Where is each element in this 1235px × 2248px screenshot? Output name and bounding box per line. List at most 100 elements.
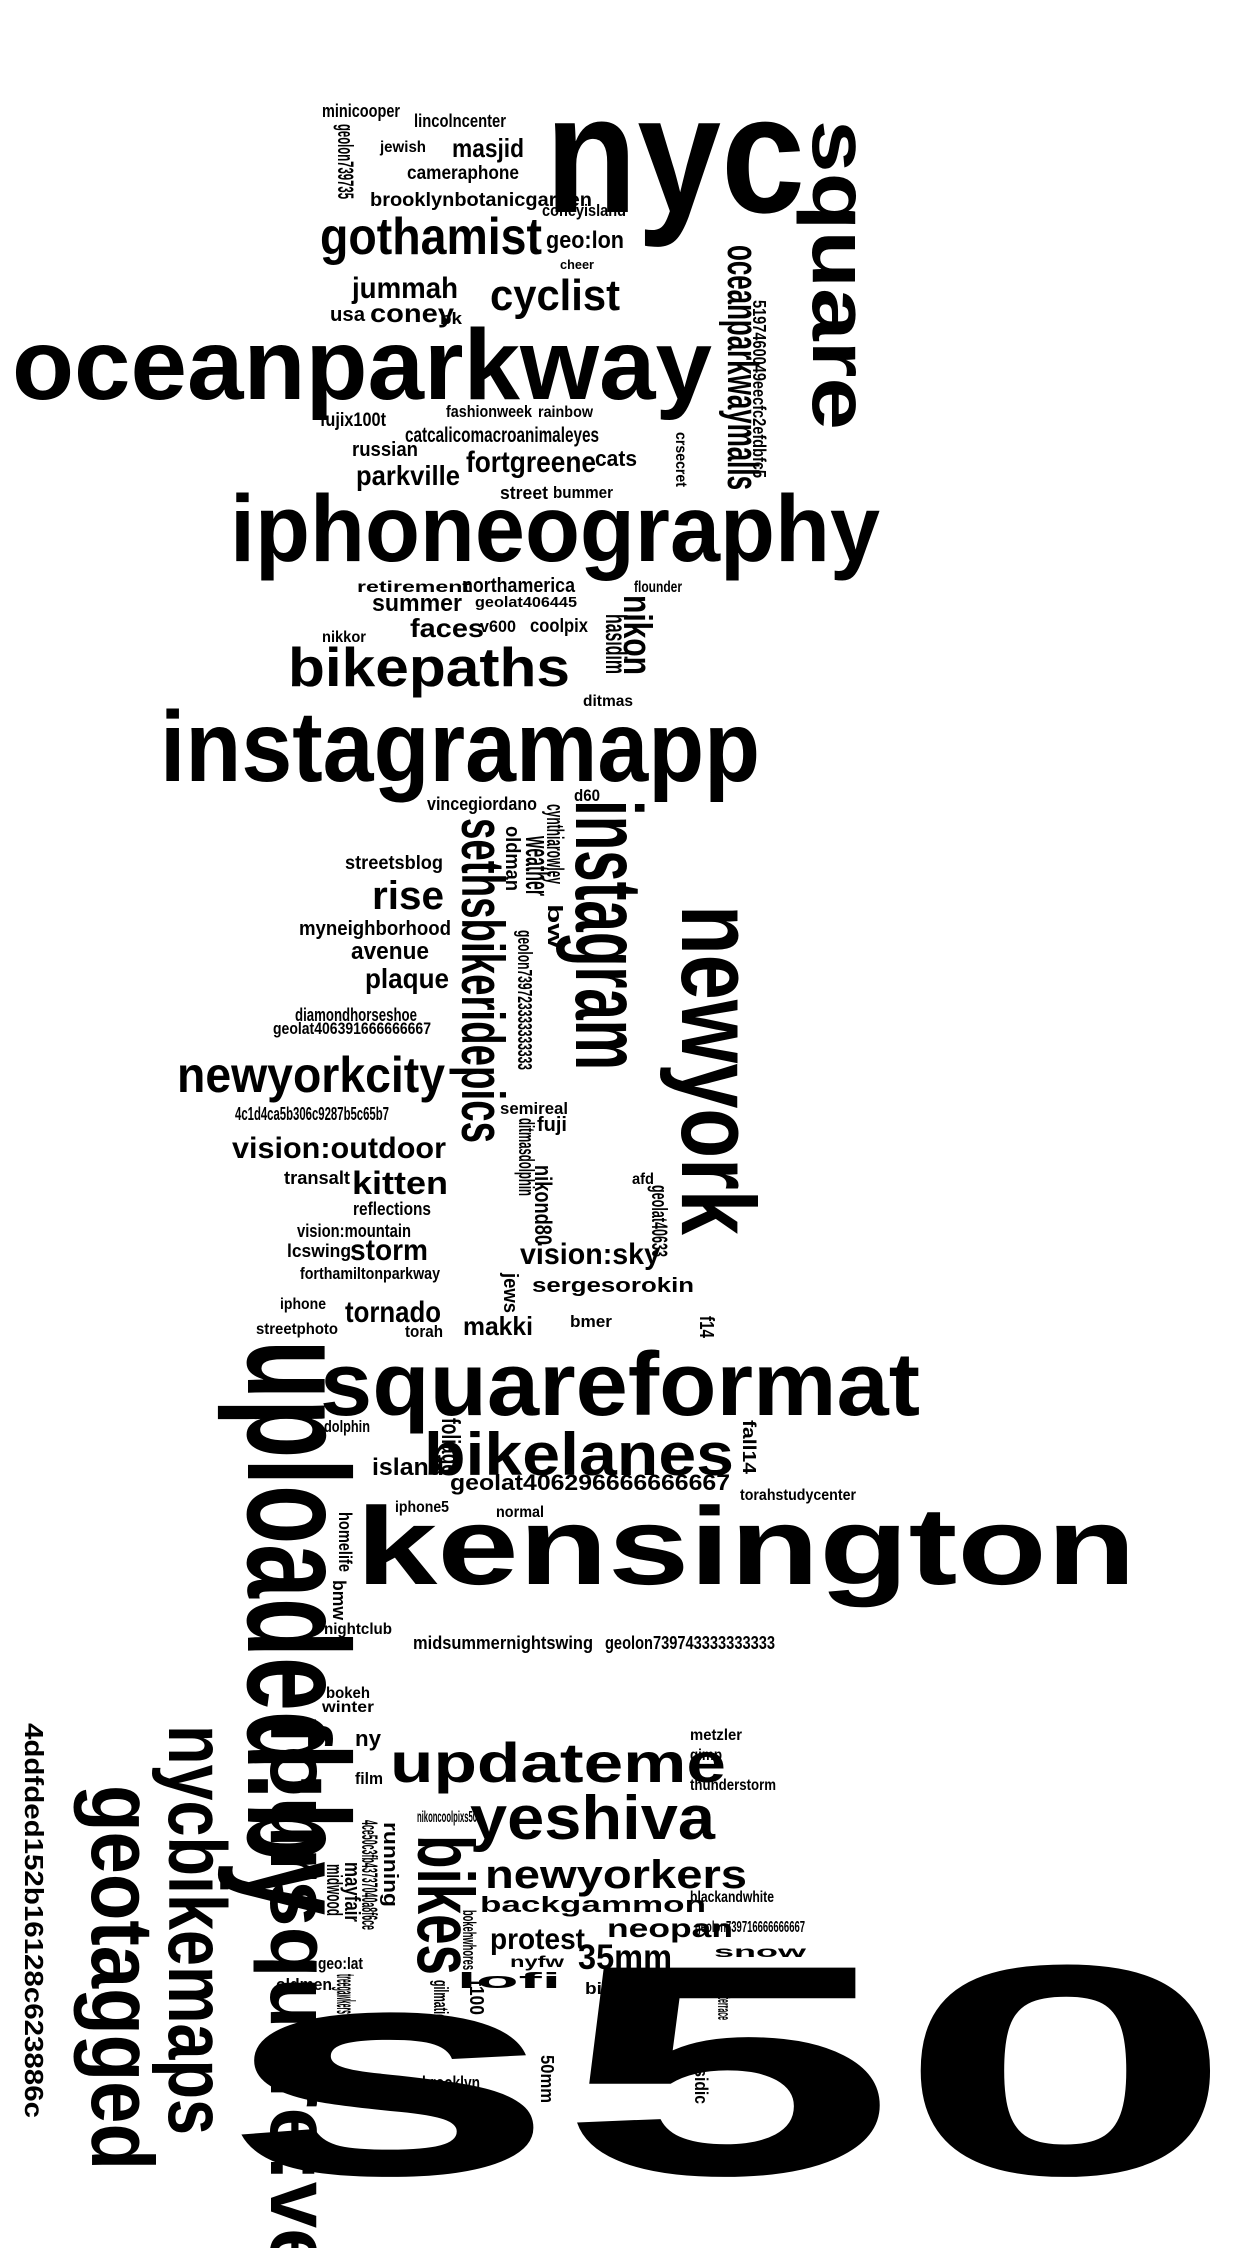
- word-nyfw: nyfw: [510, 1954, 564, 1971]
- word-dolphin: dolphin: [324, 1417, 370, 1436]
- word-minicooper: minicooper: [322, 101, 400, 121]
- word-nyc: nyc: [545, 60, 805, 248]
- word-oldmen: oldmen: [276, 1975, 332, 1994]
- word-iphoneography: iphoneography: [230, 476, 880, 582]
- word-squareformat: squareformat: [320, 1335, 920, 1435]
- word-thunderstorm: thunderstorm: [690, 1777, 776, 1794]
- word-cats: cats: [595, 446, 637, 471]
- word-coolpix: coolpix: [530, 616, 588, 637]
- word-d60: d60: [574, 786, 600, 805]
- word-v600: v600: [480, 617, 516, 636]
- word-midsummernightswing: midsummernightswing: [413, 1633, 593, 1653]
- word-weather: weather: [518, 836, 556, 896]
- word-makki: makki: [463, 1311, 533, 1341]
- word-s50: s50: [220, 1902, 1235, 2238]
- word-ny: ny: [355, 1726, 381, 1751]
- word-hasidic: hasidic: [691, 2050, 711, 2104]
- word-nikkor: nikkor: [322, 629, 366, 646]
- word-film: film: [355, 1769, 383, 1788]
- word-snow: snow: [714, 1944, 806, 1961]
- word-fortgreene: fortgreene: [466, 446, 596, 479]
- word-russian: russian: [352, 439, 418, 461]
- word-plaque: plaque: [365, 963, 449, 994]
- word-running: running: [379, 1822, 401, 1907]
- word-bw: bw: [543, 904, 565, 948]
- word-fuji: fuji: [537, 1114, 567, 1136]
- word-rainbow: rainbow: [538, 404, 593, 421]
- word-winter: winter: [322, 1699, 374, 1716]
- word-afd: afd: [632, 1171, 654, 1188]
- word-protest: protest: [490, 1923, 585, 1956]
- word-fall14: fall14: [739, 1420, 759, 1474]
- word-geolat406391666666667: geolat406391666666667: [273, 1019, 431, 1038]
- word-masjid: masjid: [452, 133, 524, 163]
- word-myneighborhood: myneighborhood: [299, 918, 451, 940]
- word-bk: bk: [440, 309, 462, 328]
- word-vision-outdoor: vision:outdoor: [232, 1132, 446, 1165]
- word-vincegiordano: vincegiordano: [427, 794, 537, 814]
- word-geolon739743333333333: geolon739743333333333: [605, 1633, 775, 1653]
- word-northamerica: northamerica: [462, 575, 575, 597]
- word-catcalicomacroanimaleyes: catcalicomacroanimaleyes: [405, 424, 599, 447]
- word-bmw: bmw: [329, 1580, 349, 1620]
- word-newyork: newyork: [659, 905, 776, 1235]
- word-fashionweek: fashionweek: [446, 402, 532, 421]
- word-epson: epson: [436, 2095, 466, 2112]
- word-cyclist: cyclist: [490, 271, 620, 320]
- word-normal: normal: [496, 1504, 544, 1521]
- word-nightclub: nightclub: [324, 1621, 392, 1638]
- word-bummer: bummer: [553, 483, 613, 502]
- word-iphone5: iphone5: [395, 1499, 449, 1516]
- word-jummah: jummah: [352, 272, 458, 305]
- word-coneyisland: coneyisland: [542, 201, 626, 220]
- word-kensington: kensington: [356, 1485, 1136, 1608]
- word-homelife: homelife: [335, 1512, 355, 1572]
- word-updateme: updateme: [390, 1731, 726, 1794]
- word-nikond80: nikond80: [529, 1165, 556, 1245]
- word-faces: faces: [410, 613, 484, 643]
- word-rise: rise: [372, 874, 444, 918]
- word-neopan: neopan: [607, 1913, 733, 1943]
- word-avenue: avenue: [351, 938, 429, 965]
- word-bikepaths: bikepaths: [288, 636, 570, 698]
- word-bikelanes: bikelanes: [424, 1421, 734, 1488]
- word-summer: summer: [372, 590, 462, 617]
- word-geolon739735: geolon739735: [333, 124, 358, 199]
- word-torahstudycenter: torahstudycenter: [740, 1487, 856, 1504]
- word-cheer: cheer: [560, 257, 594, 272]
- word-instagramapp: instagramapp: [160, 691, 760, 803]
- word-instagram: instagram: [555, 800, 661, 1070]
- word-tornado: tornado: [345, 1296, 441, 1329]
- word-newyorkers: newyorkers: [485, 1853, 747, 1897]
- word-reflections: reflections: [353, 1199, 431, 1219]
- word-hasidim: hasidim: [599, 614, 632, 674]
- word-metzler: metzler: [690, 1727, 742, 1744]
- word-geo-lat: geo:lat: [318, 1954, 363, 1973]
- word-forthamiltonparkway: forthamiltonparkway: [300, 1264, 440, 1283]
- word-street: street: [500, 483, 548, 503]
- word-gothamist: gothamist: [320, 208, 542, 266]
- word-ditmas: ditmas: [583, 693, 633, 710]
- word-brooklynbotanicgarden: brooklynbotanicgarden: [370, 190, 592, 211]
- word-coney: coney: [370, 298, 454, 328]
- word-gimp: gimp: [690, 1747, 722, 1764]
- word-geolat406296666666667: geolat406296666666667: [450, 1470, 730, 1495]
- word-island: island: [372, 1454, 444, 1481]
- word-kitten: kitten: [352, 1165, 448, 1201]
- word-5197460049eecfc2efdbfc5: 5197460049eecfc2efdbfc5: [749, 300, 769, 478]
- word-flounder: flounder: [634, 579, 682, 596]
- word-cameraphone: cameraphone: [407, 163, 519, 184]
- word-square: square: [796, 120, 885, 430]
- word-vision-mountain: vision:mountain: [297, 1221, 411, 1241]
- word-torah: torah: [405, 1322, 443, 1341]
- word-geolon739716666666667: geolon739716666666667: [695, 1919, 805, 1936]
- word-50mm: 50mm: [537, 2055, 557, 2103]
- word-vision-sky: vision:sky: [520, 1238, 660, 1271]
- word-yeshiva: yeshiva: [470, 1784, 715, 1853]
- word-geotagged: geotagged: [73, 1785, 172, 2170]
- word-4ddfded152b16128c623886c: 4ddfded152b16128c623886c: [19, 1723, 49, 2118]
- word-jewish: jewish: [380, 139, 426, 156]
- word-lcswing: lcswing: [287, 1241, 351, 1261]
- word-retirement: retirement: [357, 579, 470, 596]
